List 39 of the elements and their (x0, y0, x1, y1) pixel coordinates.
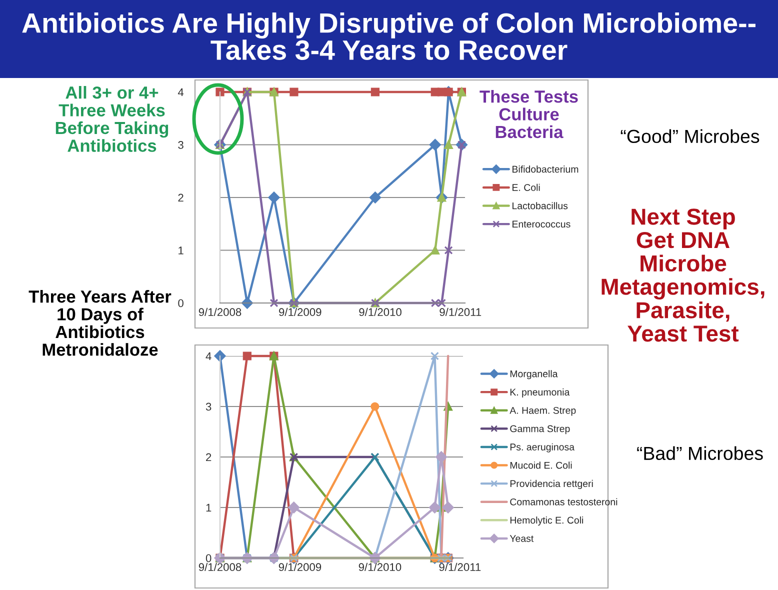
y-tick-label: 4 (178, 88, 184, 96)
x-tick-label: 9/1/2011 (439, 562, 481, 572)
legend-label: Providencia rettgeri (510, 480, 593, 489)
y-tick-label: 3 (206, 402, 212, 411)
legend-label: Ps. aeruginosa (510, 443, 575, 452)
legend-label: Gamma Strep (510, 425, 570, 434)
y-tick-label: 2 (178, 194, 184, 202)
chart-title: Antibiotics Are Highly Disruptive of Colon Microbiome-- Takes 3-4 Years to Recover (22, 12, 756, 60)
text: “Bad” Microbes (637, 446, 763, 460)
y-tick-label: 0 (178, 299, 184, 308)
x-tick-label: 9/1/2009 (278, 562, 322, 572)
y-tick-label: 1 (178, 246, 184, 254)
text: Next Step Get DNA Microbe Metagenomics, Parasite, Yeast Test (602, 208, 764, 342)
x-tick-label: 9/1/2010 (359, 308, 402, 316)
text: Three Years After 10 Days of Antibiotics Metronidaloze (28, 290, 172, 356)
text: All 3+ or 4+ Three Weeks Before Taking Antibiotics (56, 86, 168, 152)
legend-label: Yeast (510, 535, 534, 542)
legend-label: K. pneumonia (510, 388, 570, 398)
y-tick-label: 4 (206, 352, 212, 360)
legend-label: Mucoid E. Coli (510, 462, 572, 469)
x-tick-label: 9/1/2011 (440, 308, 482, 316)
x-tick-label: 9/1/2009 (279, 308, 322, 316)
y-tick-label: 1 (206, 504, 212, 512)
legend-label: Enterococcus (512, 220, 570, 228)
legend-label: Lactobacillus (512, 202, 568, 210)
legend-label: E. Coli (512, 184, 540, 191)
text: These Tests Culture Bacteria (480, 90, 578, 138)
y-tick-label: 2 (206, 453, 212, 462)
x-tick-label: 9/1/2010 (358, 562, 402, 572)
text: “Good” Microbes (620, 129, 760, 144)
legend-label: Morganella (510, 370, 558, 380)
legend-label: A. Haem. Strep (510, 406, 576, 416)
legend-label: Bifidobacterium (512, 166, 578, 173)
legend-label: Hemolytic E. Coli (510, 516, 584, 526)
y-tick-label: 0 (206, 554, 212, 562)
x-tick-label: 9/1/2008 (198, 308, 242, 316)
y-tick-label: 3 (178, 141, 184, 149)
legend-label: Comamonas testosteroni (510, 498, 618, 506)
x-tick-label: 9/1/2008 (198, 562, 242, 572)
